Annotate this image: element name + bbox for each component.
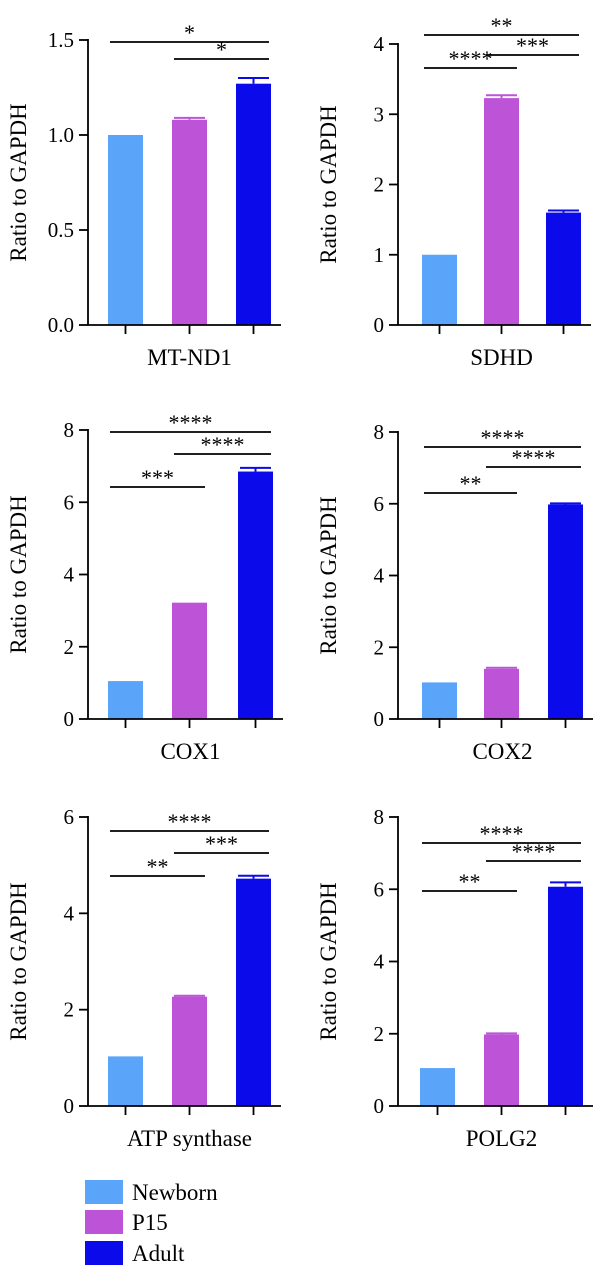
x-axis-label: MT-ND1 [147,345,232,370]
y-tick-label: 4 [374,32,385,56]
y-axis-label: Ratio to GAPDH [6,103,31,261]
y-tick-label: 2 [374,635,385,659]
bar-p15 [172,602,207,719]
x-axis-label: COX1 [160,739,220,764]
bar-adult [236,83,271,325]
bar-newborn [108,135,143,325]
bar-newborn [108,681,143,719]
y-tick-label: 8 [64,418,75,442]
significance-label: **** [201,432,245,457]
bar-newborn [422,254,457,325]
y-axis-label: Ratio to GAPDH [6,495,31,653]
legend-label: Adult [132,1241,185,1266]
significance-label: ** [491,13,513,38]
y-tick-label: 2 [374,1022,385,1046]
y-tick-label: 4 [374,564,385,588]
bar-adult [546,212,581,325]
y-tick-label: 8 [374,805,385,829]
y-tick-label: 4 [64,901,75,925]
y-tick-label: 4 [64,563,75,587]
legend-item-p15: P15 [85,1210,168,1235]
y-tick-label: 6 [64,805,75,829]
bar-adult [548,886,583,1106]
significance-label: **** [168,809,212,834]
significance-label: *** [141,465,174,490]
y-tick-label: 0.0 [48,313,74,337]
bar-p15 [172,119,207,325]
significance-label: * [184,20,195,45]
significance-label: *** [516,33,549,58]
legend-swatch [85,1180,123,1204]
y-tick-label: 1.0 [48,123,74,147]
y-axis-label: Ratio to GAPDH [316,882,341,1040]
y-tick-label: 2 [64,998,75,1022]
y-tick-label: 2 [64,635,75,659]
x-axis-label: COX2 [472,739,532,764]
bar-newborn [108,1056,143,1106]
y-axis-label: Ratio to GAPDH [316,105,341,263]
y-tick-label: 4 [374,950,385,974]
legend-label: P15 [132,1210,168,1235]
significance-label: **** [169,410,213,435]
significance-label: ** [460,471,482,496]
legend-label: Newborn [132,1180,218,1205]
significance-label: ** [459,869,481,894]
significance-label: ** [147,854,169,879]
y-tick-label: 0 [64,1094,75,1118]
bar-newborn [422,682,457,719]
legend-swatch [85,1210,123,1234]
y-tick-label: 0 [374,1094,385,1118]
significance-label: *** [205,831,238,856]
legend-swatch [85,1241,123,1265]
y-tick-label: 1 [374,243,385,267]
significance-label: **** [512,839,556,864]
y-tick-label: 6 [64,490,75,514]
bar-p15 [172,996,207,1106]
y-tick-label: 1.5 [48,28,74,52]
bar-adult [236,878,271,1106]
x-axis-label: ATP synthase [127,1126,252,1151]
significance-label: * [216,37,227,62]
significance-label: **** [481,425,525,450]
y-tick-label: 0 [374,313,385,337]
significance-label: **** [480,821,524,846]
bar-adult [238,471,273,719]
x-axis-label: POLG2 [466,1126,538,1151]
significance-label: **** [449,46,493,71]
y-tick-label: 3 [374,102,385,126]
y-tick-label: 6 [374,877,385,901]
y-axis-label: Ratio to GAPDH [6,882,31,1040]
chart-panel-1: 0.0 0.5 1.0 1.5 MT-ND1 Ratio to GAPDH * * [6,20,281,370]
bar-p15 [484,668,519,719]
y-tick-label: 6 [374,492,385,516]
y-tick-label: 0 [64,707,75,731]
legend: Newborn P15 Adult [85,1180,218,1266]
significance-label: **** [512,445,556,470]
legend-item-newborn: Newborn [85,1180,218,1205]
bar-p15 [484,98,519,325]
bar-adult [548,504,583,719]
legend-item-adult: Adult [85,1241,185,1266]
y-tick-label: 2 [374,173,385,197]
bar-newborn [420,1068,455,1106]
y-axis-label: Ratio to GAPDH [316,496,341,654]
y-tick-label: 8 [374,420,385,444]
bar-p15 [484,1034,519,1106]
x-axis-label: SDHD [470,345,533,370]
y-tick-label: 0 [374,707,385,731]
y-tick-label: 0.5 [48,218,74,242]
